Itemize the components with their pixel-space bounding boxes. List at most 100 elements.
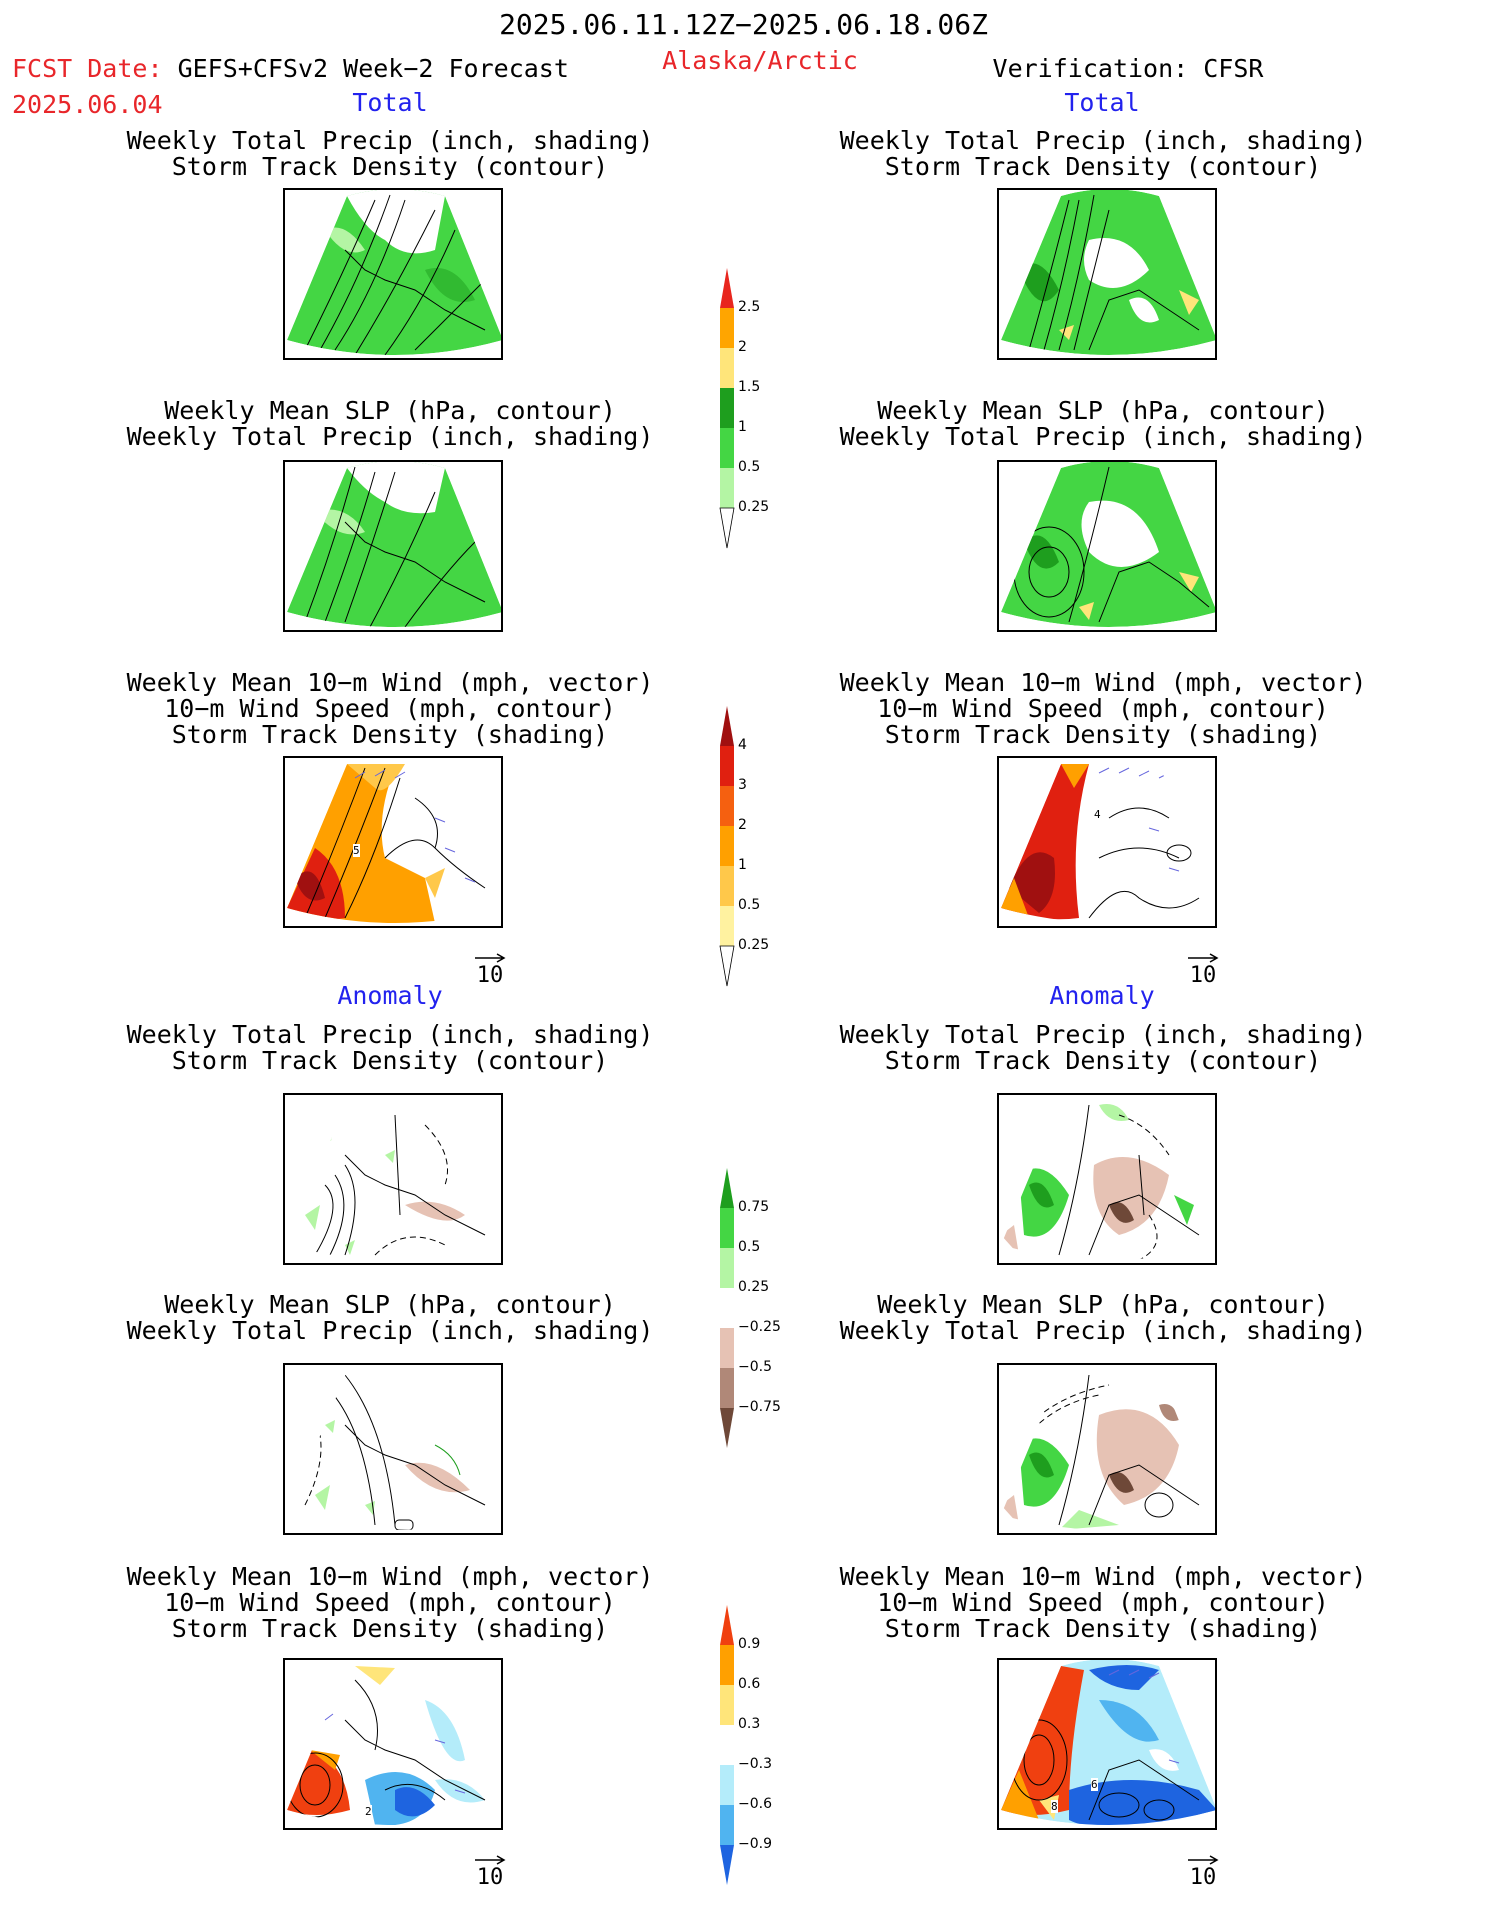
colorbar-swatch <box>720 468 734 508</box>
colorbar-label: 2 <box>738 817 747 833</box>
verification-label: Verification: CFSR <box>992 54 1264 83</box>
anomaly-header-right: Anomaly <box>1049 981 1155 1010</box>
title-precip-anom-right: Weekly Total Precip (inch, shading) Storm… <box>839 1020 1367 1075</box>
vector-key-anom-right: 10 <box>1178 1855 1228 1890</box>
arrow-right-icon <box>475 1855 506 1865</box>
map-slp-total-right <box>997 460 1217 632</box>
colorbar-label: −0.6 <box>738 1796 772 1812</box>
title-wind-anom-left: Weekly Mean 10−m Wind (mph, vector) 10−m … <box>126 1562 654 1643</box>
colorbar-swatch <box>720 1845 734 1885</box>
fcst-model: GEFS+CFSv2 Week−2 Forecast <box>177 54 569 83</box>
title-slp-total-left: Weekly Mean SLP (hPa, contour) Weekly Tot… <box>126 396 654 451</box>
colorbar-swatch <box>720 428 734 468</box>
contour-label: 2 <box>365 1805 372 1818</box>
title-precip-total-left: Weekly Total Precip (inch, shading) Storm… <box>126 126 654 181</box>
colorbar-swatch <box>720 786 734 826</box>
colorbar-label: 3 <box>738 777 747 793</box>
colorbar-label: 0.9 <box>738 1636 761 1652</box>
colorbar-label: 0.6 <box>738 1676 761 1692</box>
map-wind-total-right: 4 <box>997 756 1217 928</box>
colorbar-swatch <box>720 1408 734 1448</box>
map-precip-anom-right <box>997 1093 1217 1265</box>
colorbar-swatches <box>720 1168 734 1448</box>
colorbar-swatch <box>720 1208 734 1248</box>
contour-label: 6 <box>1091 1778 1098 1791</box>
colorbar-label: 0.5 <box>738 459 761 475</box>
colorbar-swatches <box>720 1605 734 1885</box>
vector-key-anom-left: 10 <box>465 1855 515 1890</box>
contour-label: 5 <box>353 844 360 857</box>
colorbar-swatch <box>720 1368 734 1408</box>
title-slp-anom-right: Weekly Mean SLP (hPa, contour) Weekly Tot… <box>839 1290 1367 1345</box>
colorbar-label: 0.3 <box>738 1716 761 1732</box>
colorbar-swatch <box>720 1605 734 1645</box>
title-wind-total-right: Weekly Mean 10−m Wind (mph, vector) 10−m … <box>839 668 1367 749</box>
total-header-left: Total <box>352 88 428 117</box>
colorbar-label: 1 <box>738 419 747 435</box>
colorbar-swatch <box>720 348 734 388</box>
title-precip-anom-left: Weekly Total Precip (inch, shading) Storm… <box>126 1020 654 1075</box>
colorbar-swatch <box>720 706 734 746</box>
colorbar-label: −0.3 <box>738 1756 772 1772</box>
colorbar-swatch <box>720 1685 734 1725</box>
colorbar-swatch <box>720 906 734 946</box>
map-precip-total-right <box>997 188 1217 360</box>
colorbar-swatch <box>720 1288 734 1328</box>
colorbar-label: −0.25 <box>738 1319 781 1335</box>
colorbar-label: −0.5 <box>738 1359 772 1375</box>
colorbar-label: 1.5 <box>738 379 761 395</box>
title-wind-total-left: Weekly Mean 10−m Wind (mph, vector) 10−m … <box>126 668 654 749</box>
region-label: Alaska/Arctic <box>662 46 858 75</box>
map-slp-total-left <box>283 460 503 632</box>
colorbar-storm-total: 4 3 2 1 0.5 0.25 <box>718 706 769 992</box>
colorbar-swatch <box>720 866 734 906</box>
colorbar-swatch <box>720 388 734 428</box>
title-precip-total-right: Weekly Total Precip (inch, shading) Storm… <box>839 126 1367 181</box>
fcst-date: 2025.06.04 <box>12 90 163 119</box>
fcst-label: FCST Date: <box>12 54 178 83</box>
colorbar-swatch <box>719 945 735 987</box>
total-header-right: Total <box>1064 88 1140 117</box>
arrow-right-icon <box>475 953 506 963</box>
colorbar-label: −0.75 <box>738 1399 781 1415</box>
map-precip-anom-left <box>283 1093 503 1265</box>
vector-key-total-left: 10 <box>465 953 515 988</box>
title-wind-anom-right: Weekly Mean 10−m Wind (mph, vector) 10−m … <box>839 1562 1367 1643</box>
map-wind-anom-right: 8 6 <box>997 1658 1217 1830</box>
colorbar-swatches <box>719 268 735 549</box>
map-slp-anom-left <box>283 1363 503 1535</box>
colorbar-precip-anom: 0.75 0.5 0.25 −0.25 −0.5 −0.75 <box>718 1168 781 1454</box>
colorbar-swatch <box>720 1805 734 1845</box>
fcst-line: FCST Date: GEFS+CFSv2 Week−2 Forecast <box>12 56 569 82</box>
colorbar-swatch <box>719 507 735 549</box>
map-wind-anom-left: 2 <box>283 1658 503 1830</box>
colorbar-label: 0.5 <box>738 897 761 913</box>
colorbar-swatch <box>720 1645 734 1685</box>
map-wind-total-left: 5 <box>283 756 503 928</box>
colorbar-label: 0.75 <box>738 1199 770 1215</box>
vector-key-total-right: 10 <box>1178 953 1228 988</box>
contour-label: 4 <box>1094 808 1101 821</box>
colorbar-swatch <box>720 268 734 308</box>
colorbar-label: 0.5 <box>738 1239 761 1255</box>
map-slp-anom-right <box>997 1363 1217 1535</box>
date-range-title: 2025.06.11.12Z−2025.06.18.06Z <box>499 8 988 41</box>
colorbar-label: 2 <box>738 339 747 355</box>
colorbar-precip-total: 2.5 2 1.5 1 0.5 0.25 <box>718 268 769 554</box>
colorbar-swatch <box>720 1328 734 1368</box>
colorbar-label: 0.25 <box>738 937 770 953</box>
contour-label: 8 <box>1051 1800 1058 1813</box>
colorbar-swatch <box>720 1725 734 1765</box>
colorbar-swatch <box>720 308 734 348</box>
arrow-right-icon <box>1188 1855 1219 1865</box>
colorbar-swatch <box>720 1248 734 1288</box>
colorbar-label: 4 <box>738 737 747 753</box>
map-precip-total-left <box>283 188 503 360</box>
colorbar-label: 0.25 <box>738 1279 770 1295</box>
anomaly-header-left: Anomaly <box>337 981 443 1010</box>
colorbar-label: 0.25 <box>738 499 770 515</box>
colorbar-swatch <box>720 826 734 866</box>
colorbar-storm-anom: 0.9 0.6 0.3 −0.3 −0.6 −0.9 <box>718 1605 772 1891</box>
colorbar-swatch <box>720 1765 734 1805</box>
colorbar-label: −0.9 <box>738 1836 772 1852</box>
